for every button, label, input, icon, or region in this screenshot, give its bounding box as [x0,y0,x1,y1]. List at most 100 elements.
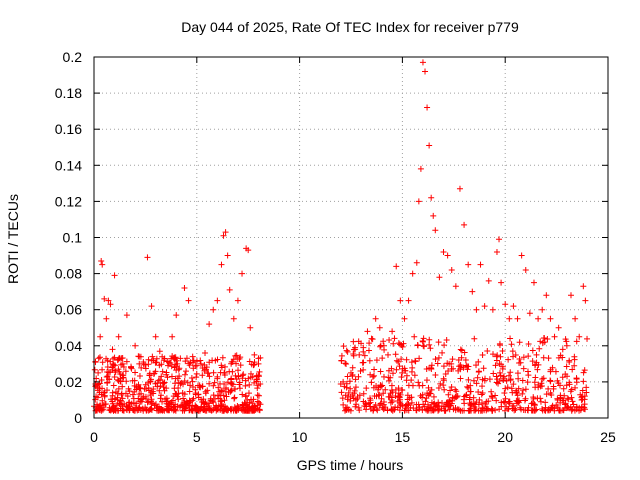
data-point [224,252,231,259]
dense-data-point [182,404,189,411]
dense-data-point [440,403,447,410]
data-point [469,288,476,295]
dense-data-point [224,379,231,386]
dense-data-point [550,383,557,390]
dense-data-point [516,356,523,363]
dense-data-point [219,387,226,394]
dense-data-point [242,377,249,384]
dense-data-point [506,372,513,379]
dense-data-point [193,374,200,381]
dense-data-point [236,381,243,388]
data-point [576,333,583,340]
dense-data-point [342,392,349,399]
dense-data-point [453,388,460,395]
dense-data-point [507,335,514,342]
dense-data-point [484,348,491,355]
dense-data-point [398,342,405,349]
data-point [489,306,496,313]
dense-data-point [115,366,122,373]
dense-data-point [249,404,256,411]
dense-data-point [161,355,168,362]
data-point [226,286,233,293]
dense-data-point [101,393,108,400]
dense-data-point [197,357,204,364]
y-tick-label: 0.18 [55,85,82,101]
dense-data-point [223,393,230,400]
dense-data-point [119,383,126,390]
data-point [432,227,439,234]
dense-data-point [211,379,218,386]
dense-data-point [517,359,524,366]
dense-data-point [425,384,432,391]
dense-data-point [557,382,563,389]
dense-data-point [351,387,358,394]
data-point [514,315,521,322]
dense-data-point [547,390,554,397]
dense-data-point [372,402,379,409]
dense-data-point [377,342,384,349]
dense-data-point [580,378,587,385]
dense-data-point [435,339,442,346]
dense-data-point [189,383,196,390]
dense-data-point [216,388,223,395]
dense-data-point [235,367,242,374]
dense-data-point [562,336,569,343]
dense-data-point [242,400,249,407]
dense-data-point [392,351,399,358]
dense-data-point [159,368,166,375]
dense-data-point [210,369,217,376]
dense-data-point [206,373,213,380]
dense-data-point [493,379,500,386]
dense-data-point [104,368,111,375]
dense-data-point [157,395,164,402]
dense-data-point [497,372,504,379]
dense-data-point [576,404,583,411]
data-points [93,59,589,402]
dense-data-point [228,387,235,394]
data-point [409,270,416,277]
data-point [498,279,505,286]
dense-data-point [380,338,387,345]
dense-data-point [524,406,531,413]
y-tick-label: 0 [74,410,82,426]
dense-data-point [358,340,365,347]
dense-data-point [479,390,486,397]
dense-data-point [340,378,347,385]
dense-data-point [207,395,214,402]
dense-data-point [148,401,155,408]
dense-data-point [380,406,387,413]
dense-data-point [109,392,116,399]
dense-data-point [394,398,401,405]
dense-data-point [473,380,480,387]
data-point [111,272,118,279]
dense-data-point [131,388,138,395]
dense-data-point [565,396,572,403]
grid-layer [94,57,608,418]
dense-data-point [416,404,423,411]
data-point [444,252,451,259]
dense-data-point [171,364,178,371]
dense-data-point [148,357,155,364]
dense-data-point [362,400,369,407]
data-point [364,328,371,335]
dense-data-point [580,369,587,376]
dense-data-point [561,392,568,399]
dense-data-point [538,380,545,387]
dense-data-point [132,407,139,414]
dense-data-point [380,373,387,380]
dense-data-point [540,375,547,382]
data-point [430,212,437,219]
dense-data-point [501,399,508,406]
dense-data-point [416,355,423,362]
dense-data-point [537,398,544,405]
dense-data-point [519,377,526,384]
dense-data-point [405,382,412,389]
data-point [473,306,480,313]
dense-data-point [544,336,551,343]
dense-data-point [568,407,575,414]
dense-data-point [573,338,580,345]
dense-data-point [427,345,434,352]
dense-data-point [411,333,418,340]
dense-data-point [419,394,426,401]
dense-data-point [494,352,501,359]
